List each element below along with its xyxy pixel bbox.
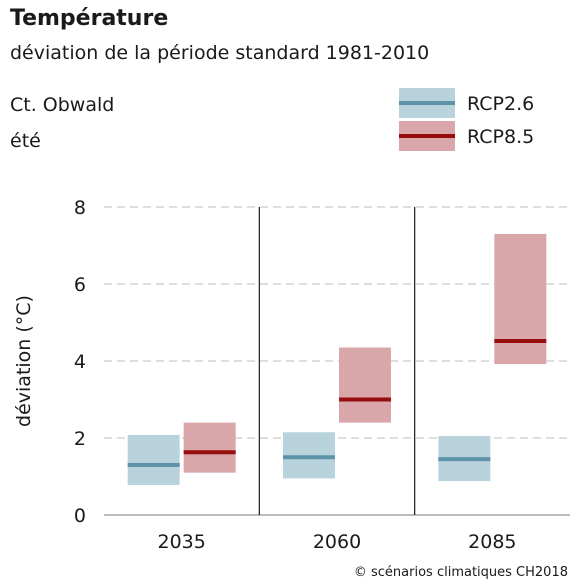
boxes-layer — [127, 233, 547, 485]
legend-layer: RCP2.6 RCP8.5 — [399, 88, 534, 151]
axis-layer: 0 2 4 6 8 2035 2060 2085 — [74, 197, 570, 553]
chart-title: Température — [10, 6, 169, 31]
range-box-RCP8.5-2035 — [183, 422, 236, 473]
x-tick-label-2035: 2035 — [157, 531, 205, 553]
y-tick-label-4: 4 — [74, 351, 86, 373]
y-tick-label-0: 0 — [74, 505, 86, 527]
y-axis-label: déviation (°C) — [13, 295, 35, 427]
y-tick-label-8: 8 — [74, 197, 86, 219]
y-tick-label-6: 6 — [74, 274, 86, 296]
legend-label-RCP2.6: RCP2.6 — [467, 93, 534, 115]
x-tick-label-2060: 2060 — [313, 531, 361, 553]
range-box-RCP2.6-2035 — [127, 434, 180, 485]
season-label: été — [10, 130, 41, 152]
region-label: Ct. Obwald — [10, 94, 115, 116]
range-box-RCP8.5-2085 — [494, 233, 547, 365]
legend-label-RCP8.5: RCP8.5 — [467, 126, 534, 148]
x-tick-label-2085: 2085 — [468, 531, 516, 553]
credit-text: © scénarios climatiques CH2018 — [353, 565, 568, 580]
y-tick-label-2: 2 — [74, 428, 86, 450]
range-box-RCP8.5-2060 — [339, 347, 391, 423]
chart-subtitle: déviation de la période standard 1981-20… — [10, 42, 430, 64]
